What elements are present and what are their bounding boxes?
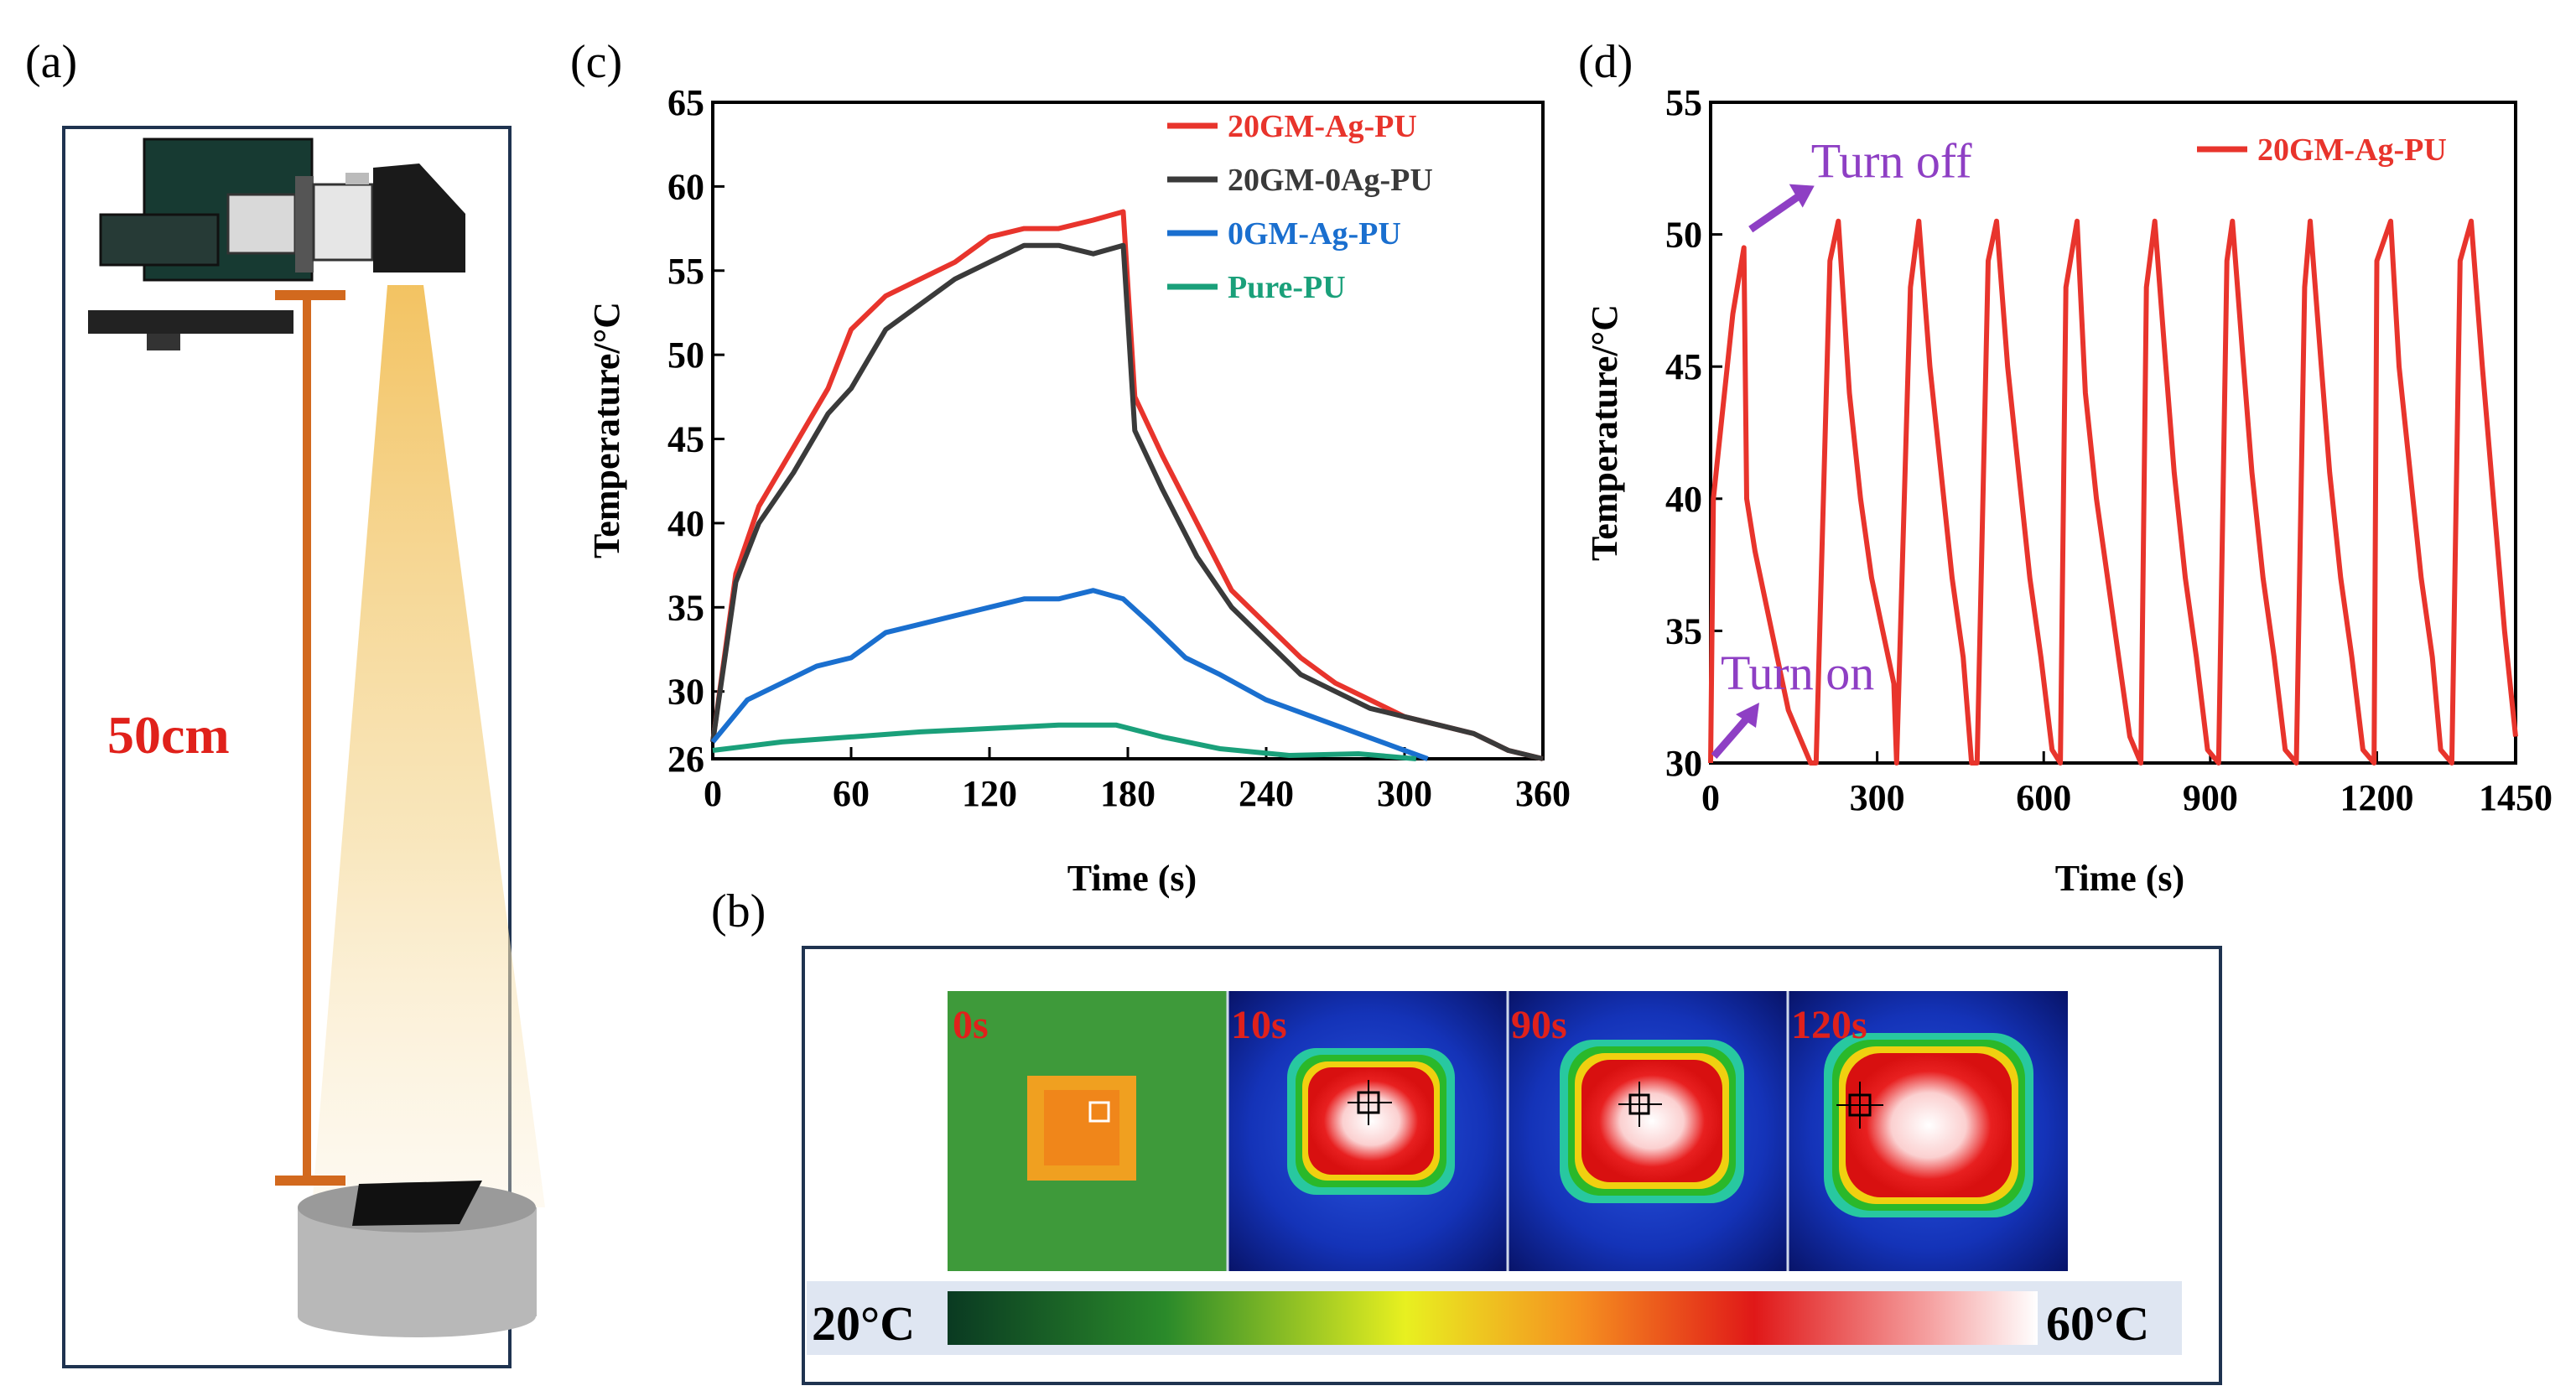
thermal-frame-120s: 120s xyxy=(1788,991,2068,1271)
y-tick-label: 30 xyxy=(1665,743,1702,784)
y-tick-label: 50 xyxy=(1665,215,1702,256)
y-tick-label: 40 xyxy=(1665,479,1702,520)
series-line-0GM-Ag-PU xyxy=(710,588,1429,761)
x-tick-label: 60 xyxy=(833,773,870,814)
y-tick-label: 60 xyxy=(667,166,704,207)
legend-label: Pure-PU xyxy=(1228,270,1346,305)
x-tick-label: 360 xyxy=(1515,773,1571,814)
thermal-frame-90s: 90s xyxy=(1508,991,1788,1271)
colorbar-max: 60°C xyxy=(2046,1296,2149,1351)
x-tick-label: 120 xyxy=(962,773,1017,814)
thermal-label-0s: 0s xyxy=(953,1003,989,1047)
panel-b-label: (b) xyxy=(711,885,766,937)
legend-label: 20GM-Ag-PU xyxy=(2257,132,2447,168)
series-line-20GM-Ag-PU xyxy=(1708,218,2518,766)
series-line-20GM-0Ag-PU xyxy=(710,242,1544,761)
chart-c-xlabel: Time (s) xyxy=(1067,858,1197,899)
y-tick-label: 35 xyxy=(667,587,704,628)
lamp-apparatus xyxy=(88,138,465,350)
distance-bar xyxy=(275,290,345,1186)
y-tick-label: 40 xyxy=(667,503,704,544)
x-tick-label: 1450 xyxy=(2479,777,2553,818)
turn-off-arrowhead xyxy=(1789,184,1815,208)
thermal-label-120s: 120s xyxy=(1791,1003,1867,1047)
y-tick-label: 55 xyxy=(1665,82,1702,123)
chart-d-ylabel: Temperature/°C xyxy=(1584,304,1625,561)
y-tick-label: 50 xyxy=(667,335,704,376)
setup-frame xyxy=(62,126,512,1368)
colorbar-min: 20°C xyxy=(812,1296,915,1351)
thermal-frame-0s: 0s xyxy=(948,991,1228,1271)
x-tick-label: 900 xyxy=(2183,777,2238,818)
x-tick-label: 600 xyxy=(2016,777,2071,818)
panel-a-label: (a) xyxy=(25,36,77,88)
chart-c: 26 30 35 40 45 50 55 60 65 0 60 120 180 240 300 360 Ti… xyxy=(586,82,1571,899)
distance-label: 50cm xyxy=(107,705,230,765)
panel-c-label: (c) xyxy=(570,36,622,88)
colorbar xyxy=(948,1291,2038,1345)
chart-d-frame xyxy=(1709,101,2517,765)
chart-d: 30 35 40 45 50 55 0 300 600 900 1200 1450 Time (s)… xyxy=(1584,82,2553,899)
y-tick-label: 55 xyxy=(667,251,704,292)
turn-on-label: Turn on xyxy=(1721,646,1874,700)
y-tick-label: 45 xyxy=(1665,346,1702,387)
thermal-frame-10s: 10s xyxy=(1228,991,1508,1271)
series-line-20GM-Ag-PU xyxy=(710,209,1544,761)
turn-off-arrow xyxy=(1748,192,1802,233)
panel-d-label: (d) xyxy=(1578,36,1633,88)
series-line-Pure-PU xyxy=(712,722,1417,761)
y-tick-label: 30 xyxy=(667,672,704,713)
turn-on-arrow xyxy=(1711,715,1751,759)
thermal-frame xyxy=(802,946,2222,1385)
thermal-label-10s: 10s xyxy=(1231,1003,1287,1047)
chart-d-xlabel: Time (s) xyxy=(2055,858,2184,899)
legend-label: 20GM-0Ag-PU xyxy=(1228,163,1433,198)
x-tick-label: 300 xyxy=(1377,773,1432,814)
legend-label: 0GM-Ag-PU xyxy=(1228,216,1401,252)
x-tick-label: 180 xyxy=(1100,773,1156,814)
sample-stage xyxy=(298,1181,537,1337)
x-tick-label: 0 xyxy=(704,773,722,814)
y-tick-label: 26 xyxy=(667,739,704,780)
y-tick-label: 45 xyxy=(667,419,704,460)
x-tick-label: 1200 xyxy=(2340,777,2413,818)
turn-off-label: Turn off xyxy=(1811,134,1972,189)
legend-label: 20GM-Ag-PU xyxy=(1228,109,1417,144)
x-tick-label: 0 xyxy=(1701,777,1720,818)
chart-c-ylabel: Temperature/°C xyxy=(586,302,627,558)
y-tick-label: 35 xyxy=(1665,610,1702,651)
y-tick-label: 65 xyxy=(667,82,704,123)
x-tick-label: 300 xyxy=(1850,777,1905,818)
thermal-label-90s: 90s xyxy=(1511,1003,1567,1047)
x-tick-label: 240 xyxy=(1239,773,1294,814)
light-beam xyxy=(312,285,545,1207)
turn-on-arrowhead xyxy=(1736,703,1759,728)
